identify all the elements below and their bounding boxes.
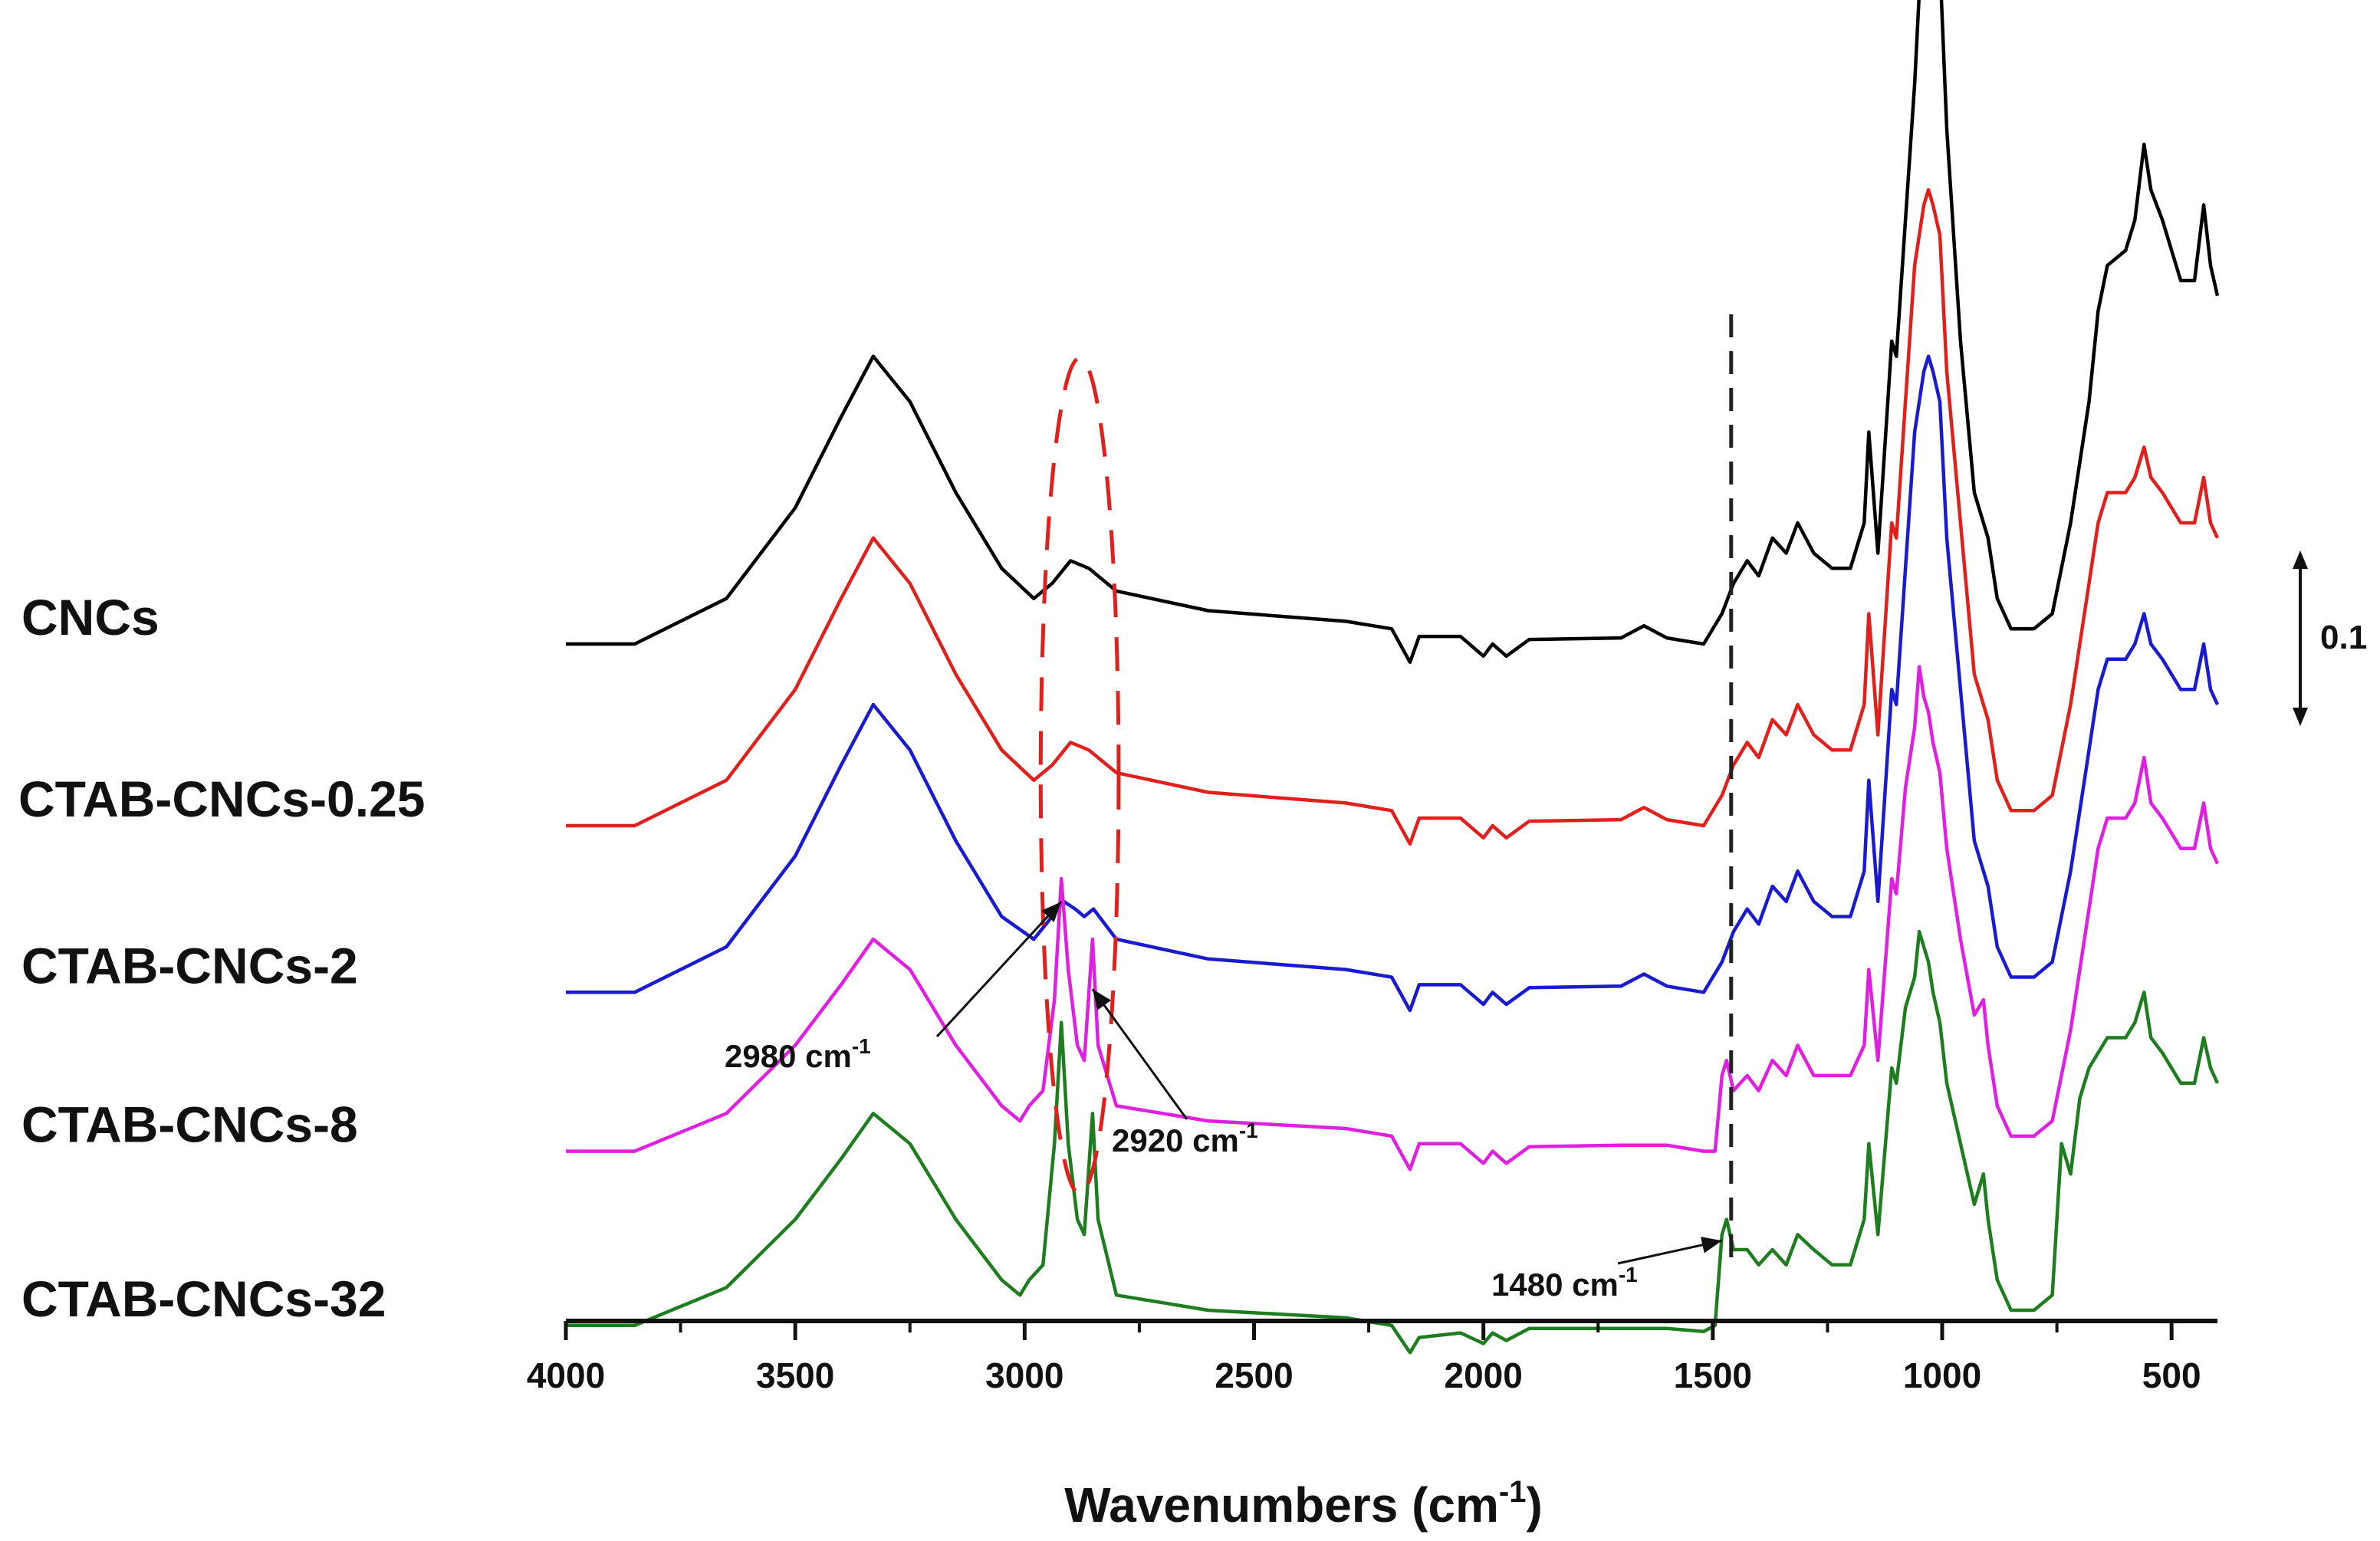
series-label-4: CTAB-CNCs-32 xyxy=(21,1270,386,1327)
x-tick-label-2000: 2000 xyxy=(1444,1355,1522,1395)
series-line-4 xyxy=(566,930,2220,1355)
scale-bar-arrow-down-icon xyxy=(2293,708,2308,726)
x-tick-label-1500: 1500 xyxy=(1674,1355,1752,1395)
x-tick-label-500: 500 xyxy=(2142,1355,2201,1395)
annotation-arrow-icon-1 xyxy=(1092,989,1112,1010)
x-tick-label-3000: 3000 xyxy=(985,1355,1063,1395)
annotation-layer: 2980 cm-1 2920 cm-1 1480 cm-1 xyxy=(725,314,1734,1303)
annotation-arrow-icon-2 xyxy=(1701,1237,1722,1254)
series-line-1 xyxy=(566,188,2220,846)
x-ticks: 4000 3500 3000 2500 2000 1500 1000 500 xyxy=(527,1321,2201,1395)
annotation-label-0: 2980 cm-1 xyxy=(725,1034,871,1074)
x-tick-label-3500: 3500 xyxy=(756,1355,834,1395)
x-axis: 4000 3500 3000 2500 2000 1500 1000 500 Wavenumb… xyxy=(527,1319,2217,1533)
scale-bar-label: 0.1 xyxy=(2320,619,2367,656)
series-line-0 xyxy=(566,0,2220,664)
series-layer xyxy=(566,0,2220,1355)
annotation-leader-1 xyxy=(1091,988,1188,1120)
series-label-1: CTAB-CNCs-0.25 xyxy=(18,770,426,827)
annotation-leader-0 xyxy=(935,901,1063,1038)
series-labels: CNCs CTAB-CNCs-0.25 CTAB-CNCs-2 CTAB-CNCs-8… xyxy=(18,589,426,1327)
series-label-0: CNCs xyxy=(21,589,159,646)
scale-bar-arrow-up-icon xyxy=(2293,550,2308,569)
x-tick-label-2500: 2500 xyxy=(1215,1355,1293,1395)
series-line-3 xyxy=(566,665,2220,1171)
x-tick-label-4000: 4000 xyxy=(527,1355,605,1395)
highlight-ellipse xyxy=(1038,356,1121,1196)
x-axis-title: Wavenumbers (cm-1) xyxy=(1064,1475,1543,1533)
annotation-label-1: 2920 cm-1 xyxy=(1112,1119,1258,1158)
scale-bar: 0.1 xyxy=(2293,550,2367,726)
annotation-label-2: 1480 cm-1 xyxy=(1491,1263,1638,1303)
series-label-3: CTAB-CNCs-8 xyxy=(21,1096,358,1153)
series-line-2 xyxy=(566,354,2220,1013)
annotation-arrow-icon-0 xyxy=(1041,902,1062,922)
series-label-2: CTAB-CNCs-2 xyxy=(21,937,358,994)
x-tick-label-1000: 1000 xyxy=(1903,1355,1981,1395)
